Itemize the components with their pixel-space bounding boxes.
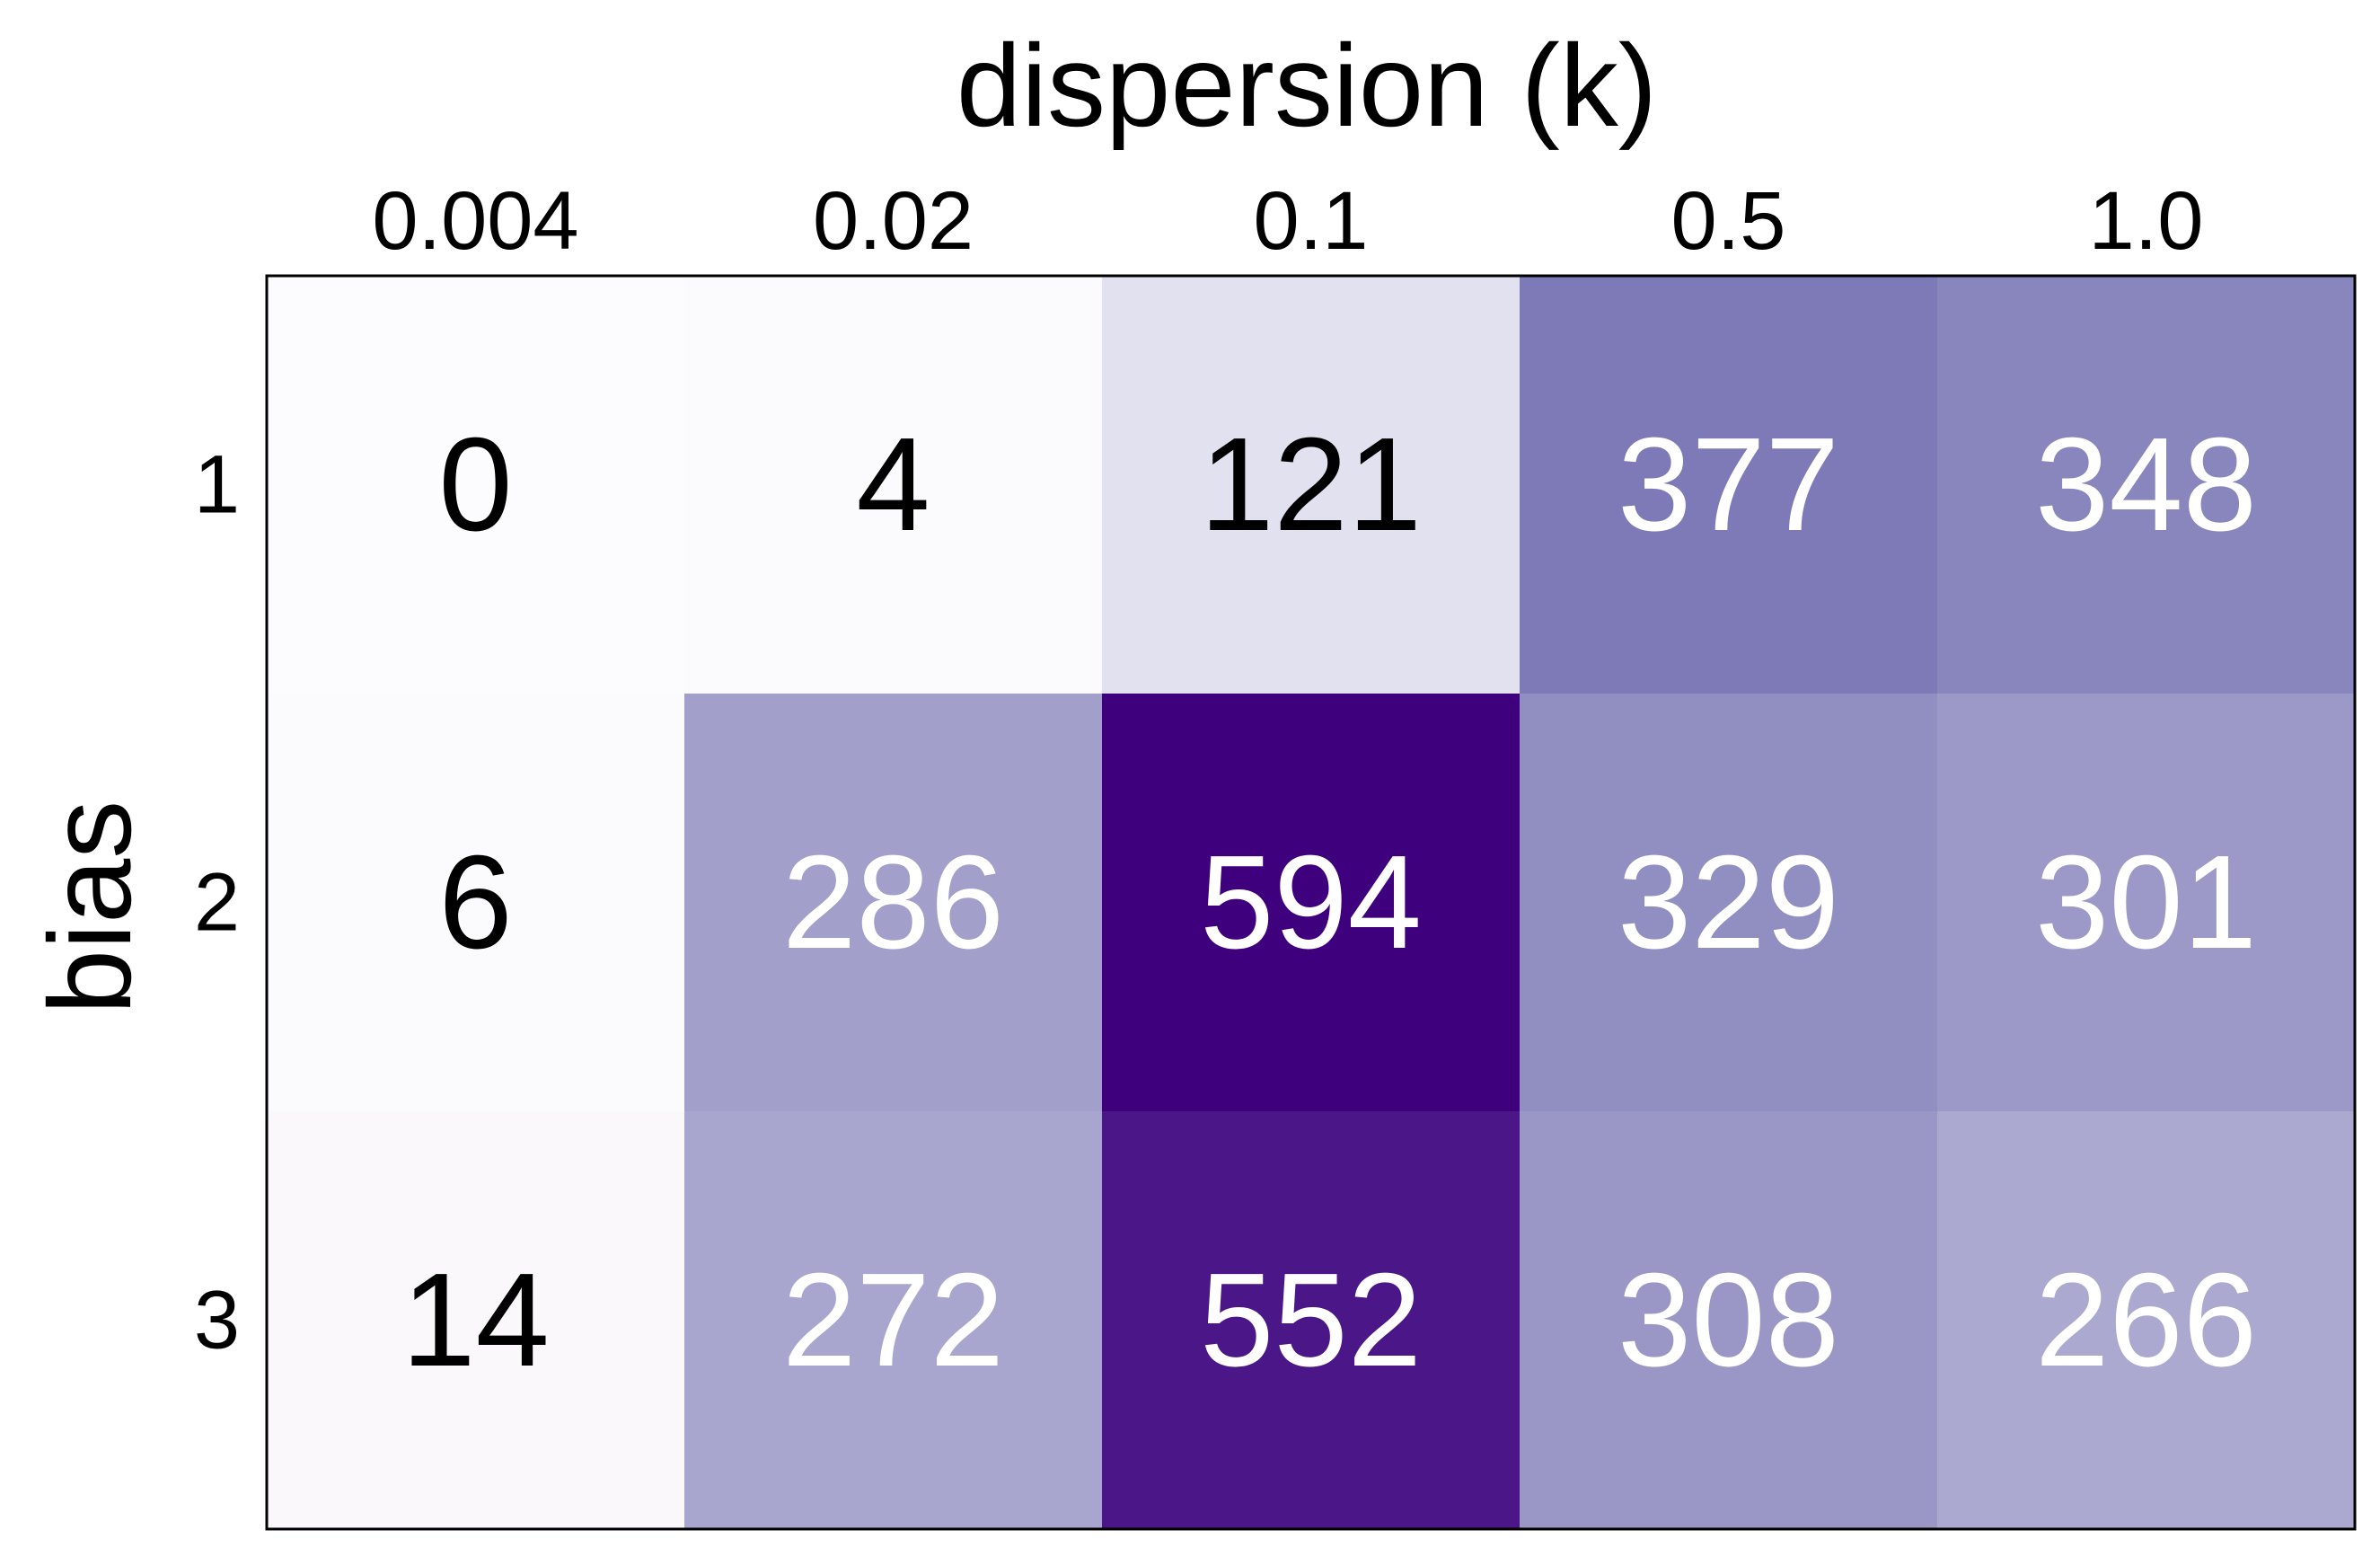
cell-value-label: 266: [2035, 1246, 2257, 1394]
cell-value-label: 121: [1200, 411, 1422, 559]
cell-value-label: 286: [782, 828, 1004, 977]
y-tick-labels: 1 2 3: [194, 439, 240, 1366]
y-axis-title: bias: [24, 800, 155, 1014]
heatmap-cell: [267, 694, 685, 1112]
cell-value-label: 594: [1200, 828, 1422, 977]
x-tick-labels: 0.004 0.02 0.1 0.5 1.0: [372, 175, 2203, 267]
heatmap-cells: 0 4 121 377 348 6 286 594 329 301 14 272 552 308 266: [267, 276, 2356, 1530]
heatmap-cell: [1102, 276, 1521, 694]
heatmap-cell: [1102, 1111, 1521, 1530]
heatmap-cell: [1520, 1111, 1938, 1530]
heatmap-cell: [1520, 276, 1938, 694]
x-tick-label: 0.004: [372, 175, 578, 267]
heatmap-cell: [684, 694, 1103, 1112]
y-tick-label: 1: [194, 439, 240, 531]
plot-frame: [265, 274, 2357, 1531]
y-tick-label: 3: [194, 1275, 240, 1366]
cell-value-label: 14: [401, 1246, 550, 1394]
y-tick-label: 2: [194, 857, 240, 949]
cell-value-label: 6: [438, 828, 512, 977]
heatmap-cell: [267, 1111, 685, 1530]
cell-value-label: 4: [856, 411, 930, 559]
cell-value-label: 552: [1200, 1246, 1422, 1394]
x-tick-label: 0.5: [1671, 175, 1786, 267]
x-tick-label: 0.1: [1254, 175, 1369, 267]
x-axis-title: dispersion (k): [956, 20, 1657, 151]
cell-value-label: 329: [1618, 828, 1839, 977]
cell-value-label: 348: [2035, 411, 2257, 559]
cell-value-label: 0: [438, 411, 512, 559]
x-tick-label: 0.02: [813, 175, 974, 267]
heatmap-cell: [1520, 694, 1938, 1112]
cell-value-label: 272: [782, 1246, 1004, 1394]
heatmap-cell: [684, 1111, 1103, 1530]
heatmap-cell: [684, 276, 1103, 694]
cell-value-label: 377: [1618, 411, 1839, 559]
cell-value-label: 301: [2035, 828, 2257, 977]
heatmap-cell: [1102, 694, 1521, 1112]
heatmap-cell: [1937, 1111, 2356, 1530]
heatmap-cell: [1937, 694, 2356, 1112]
heatmap-cell: [1937, 276, 2356, 694]
cell-value-label: 308: [1618, 1246, 1839, 1394]
heatmap-cell: [267, 276, 685, 694]
x-tick-label: 1.0: [2089, 175, 2204, 267]
